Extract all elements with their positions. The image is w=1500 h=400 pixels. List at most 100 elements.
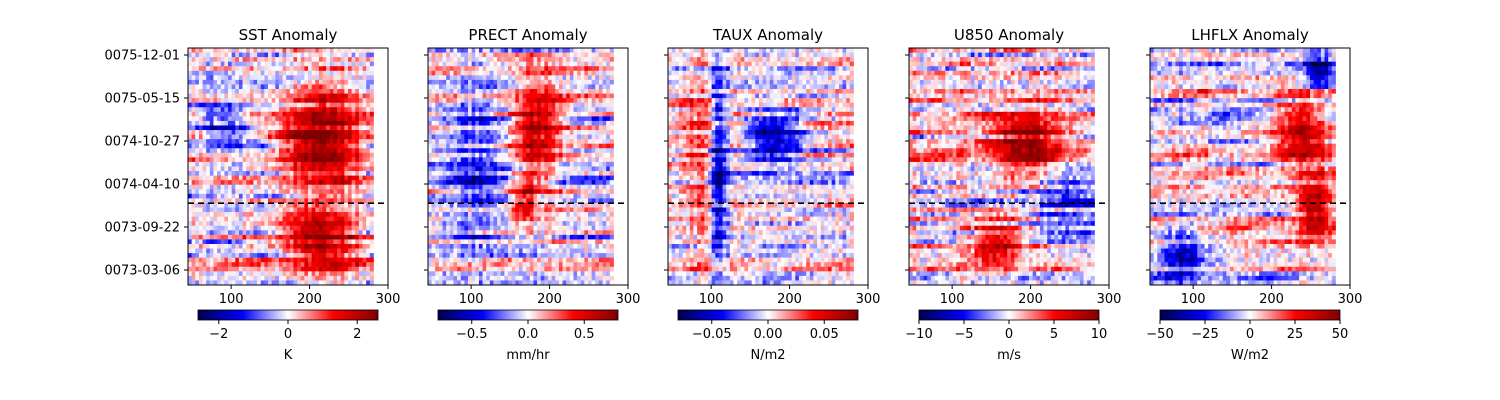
heatmap-cell [340,48,345,53]
heatmap-cell [297,93,302,99]
heatmap-cell [464,207,469,213]
heatmap-cell [297,102,302,108]
heatmap-cell [337,134,342,140]
heatmap-cell [569,184,574,190]
heatmap-cell [358,93,363,99]
heatmap-cell [238,243,243,249]
heatmap-cell [504,225,509,231]
heatmap-cell [457,89,462,94]
heatmap-cell [497,116,502,122]
heatmap-cell [340,266,345,272]
heatmap-cell [311,266,316,272]
heatmap-cell [544,184,549,190]
heatmap-cell [311,184,316,190]
heatmap-cell [213,52,218,58]
heatmap-cell [351,66,356,72]
heatmap-cell [475,111,480,117]
heatmap-cell [609,52,614,58]
heatmap-cell [289,84,294,90]
heatmap-cell [358,257,363,263]
heatmap-cell [235,66,240,72]
heatmap-cell [300,157,305,163]
heatmap-cell [478,248,483,254]
heatmap-cell [264,221,269,227]
heatmap-cell [442,239,447,245]
heatmap-cell [486,107,491,113]
heatmap-cell [358,89,363,94]
heatmap-cell [286,125,291,131]
heatmap-cell [431,152,436,158]
heatmap-cell [202,198,207,204]
heatmap-cell [366,271,371,277]
heatmap-cell [533,148,538,154]
heatmap-cell [446,248,451,254]
heatmap-cell [588,84,593,90]
heatmap-cell [286,257,291,263]
heatmap-cell [340,166,345,172]
heatmap-cell [206,193,211,199]
heatmap-cell [228,171,233,177]
heatmap-cell [598,89,603,94]
heatmap-cell [591,111,596,117]
heatmap-cell [486,184,491,190]
heatmap-cell [598,230,603,236]
heatmap-cell [329,239,334,245]
heatmap-cell [242,166,247,172]
heatmap-cell [257,193,262,199]
heatmap-cell [304,234,309,240]
heatmap-cell [264,198,269,204]
heatmap-cell [435,198,440,204]
heatmap-cell [213,171,218,177]
heatmap-cell [293,125,298,131]
heatmap-cell [188,257,193,263]
heatmap-cell [602,79,607,85]
heatmap-cell [584,93,589,99]
heatmap-cell [468,148,473,154]
heatmap-cell [555,93,560,99]
heatmap-cell [228,189,233,195]
heatmap-cell [358,143,363,149]
heatmap-cell [369,216,374,222]
heatmap-cell [355,66,360,72]
heatmap-cell [195,120,200,126]
heatmap-cell [195,225,200,231]
heatmap-cell [358,266,363,272]
heatmap-cell [246,180,251,186]
heatmap-cell [217,111,222,117]
heatmap-cell [340,102,345,108]
heatmap-cell [260,262,265,268]
heatmap-cell [340,139,345,145]
heatmap-cell [573,221,578,227]
heatmap-cell [529,107,534,113]
heatmap-cell [202,98,207,104]
heatmap-cell [544,248,549,254]
heatmap-cell [224,193,229,199]
heatmap-cell [297,120,302,126]
heatmap-cell [355,75,360,81]
heatmap-cell [598,243,603,249]
heatmap-cell [351,134,356,140]
heatmap-cell [493,234,498,240]
heatmap-cell [598,157,603,163]
heatmap-cell [206,216,211,222]
heatmap-cell [362,271,367,277]
heatmap-cell [471,111,476,117]
heatmap-cell [540,66,545,72]
heatmap-cell [489,61,494,67]
heatmap-cell [446,139,451,145]
heatmap-cell [537,171,542,177]
heatmap-cell [289,271,294,277]
heatmap-cell [478,107,483,113]
heatmap-cell [558,111,563,117]
heatmap-cell [526,161,531,167]
heatmap-cell [435,134,440,140]
heatmap-cell [358,171,363,177]
heatmap-cell [213,98,218,104]
heatmap-cell [438,171,443,177]
heatmap-cell [602,166,607,172]
heatmap-cell [511,175,516,181]
heatmap-cell [231,61,236,67]
heatmap-cell [569,202,574,208]
